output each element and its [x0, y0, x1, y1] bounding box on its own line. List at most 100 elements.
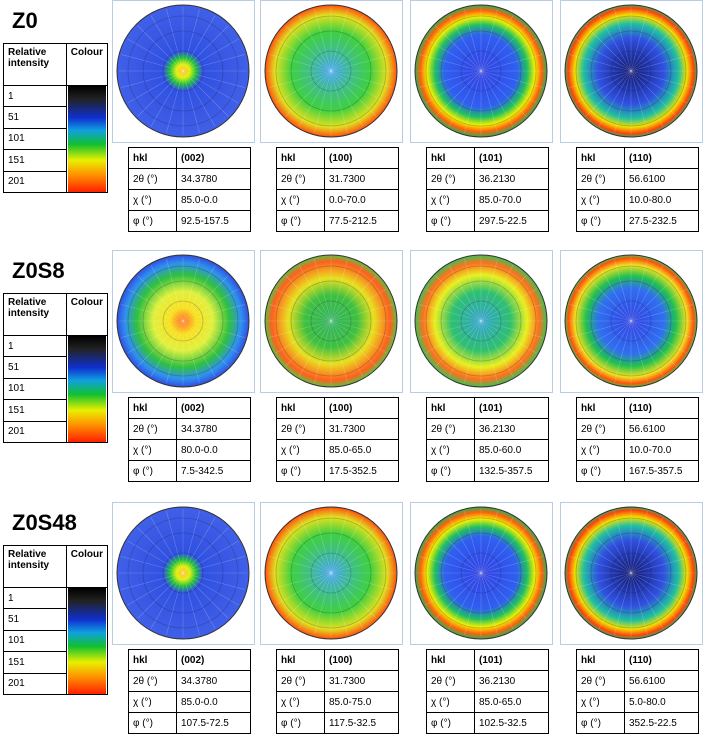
hkl-row: 2θ (°) 31.7300 — [276, 418, 399, 440]
intensity-level: 151 — [3, 399, 67, 422]
parameter-value: 85.0-70.0 — [474, 189, 549, 211]
parameter-name: hkl — [426, 147, 475, 169]
legend-heading: Relative intensity — [3, 545, 67, 588]
legend-table: Relative intensity Colour 1 51 101 151 201 — [3, 545, 109, 696]
parameter-value: 56.6100 — [624, 418, 699, 440]
hkl-row: hkl (110) — [576, 397, 699, 419]
parameter-name: φ (°) — [576, 460, 625, 482]
parameter-value: 31.7300 — [324, 670, 399, 692]
hkl-row: χ (°) 85.0-65.0 — [276, 439, 399, 461]
parameter-name: χ (°) — [426, 691, 475, 713]
colour-cell — [65, 335, 109, 443]
hkl-row: 2θ (°) 34.3780 — [128, 670, 251, 692]
parameter-name: φ (°) — [128, 460, 177, 482]
parameter-value: 36.2130 — [474, 168, 549, 190]
hkl-row: φ (°) 7.5-342.5 — [128, 460, 251, 482]
hkl-row: hkl (002) — [128, 147, 251, 169]
legend-header: Relative intensity Colour — [3, 293, 109, 336]
pole-figure — [260, 250, 403, 393]
pole-figure — [260, 502, 403, 645]
hkl-row: χ (°) 10.0-80.0 — [576, 189, 699, 211]
pole-figure — [410, 502, 553, 645]
hkl-row: φ (°) 352.5-22.5 — [576, 712, 699, 734]
parameter-value: (100) — [324, 397, 399, 419]
hkl-table: hkl (101) 2θ (°) 36.2130 χ (°) 85.0-60.0 φ (°)… — [426, 397, 549, 482]
hkl-row: 2θ (°) 34.3780 — [128, 418, 251, 440]
hkl-row: 2θ (°) 56.6100 — [576, 670, 699, 692]
hkl-row: 2θ (°) 56.6100 — [576, 168, 699, 190]
legend-row: 51 — [3, 356, 108, 379]
parameter-value: 36.2130 — [474, 670, 549, 692]
pole-figure-plot — [414, 254, 548, 388]
hkl-table: hkl (002) 2θ (°) 34.3780 χ (°) 85.0-0.0 φ (°) 1… — [128, 649, 251, 734]
intensity-level: 1 — [3, 84, 67, 108]
colour-cell — [65, 85, 109, 193]
intensity-level: 1 — [3, 586, 67, 610]
pole-figure — [112, 0, 255, 143]
hkl-row: χ (°) 5.0-80.0 — [576, 691, 699, 713]
pole-figure — [260, 0, 403, 143]
parameter-name: χ (°) — [128, 691, 177, 713]
parameter-name: χ (°) — [128, 189, 177, 211]
parameter-name: hkl — [128, 649, 177, 671]
pole-figure — [410, 250, 553, 393]
parameter-name: 2θ (°) — [576, 670, 625, 692]
hkl-row: χ (°) 85.0-0.0 — [128, 691, 251, 713]
intensity-level: 101 — [3, 377, 67, 401]
hkl-row: 2θ (°) 36.2130 — [426, 418, 549, 440]
parameter-value: 80.0-0.0 — [176, 439, 251, 461]
parameter-value: 132.5-357.5 — [474, 460, 549, 482]
parameter-value: 92.5-157.5 — [176, 210, 251, 232]
parameter-value: 34.3780 — [176, 670, 251, 692]
parameter-value: 85.0-60.0 — [474, 439, 549, 461]
parameter-value: 85.0-65.0 — [324, 439, 399, 461]
hkl-table: hkl (110) 2θ (°) 56.6100 χ (°) 10.0-70.0 φ (°)… — [576, 397, 699, 482]
hkl-row: hkl (100) — [276, 147, 399, 169]
parameter-value: (101) — [474, 649, 549, 671]
parameter-value: 34.3780 — [176, 168, 251, 190]
parameter-name: 2θ (°) — [276, 670, 325, 692]
parameter-name: φ (°) — [426, 712, 475, 734]
hkl-row: hkl (100) — [276, 397, 399, 419]
parameter-value: 0.0-70.0 — [324, 189, 399, 211]
parameter-name: 2θ (°) — [128, 418, 177, 440]
parameter-name: φ (°) — [276, 460, 325, 482]
intensity-level: 151 — [3, 149, 67, 172]
pole-figure — [112, 502, 255, 645]
intensity-level: 201 — [3, 420, 67, 444]
parameter-value: (110) — [624, 649, 699, 671]
hkl-row: 2θ (°) 31.7300 — [276, 670, 399, 692]
parameter-value: 102.5-32.5 — [474, 712, 549, 734]
parameter-value: (101) — [474, 147, 549, 169]
hkl-row: 2θ (°) 36.2130 — [426, 168, 549, 190]
parameter-name: χ (°) — [128, 439, 177, 461]
colour-bar — [67, 588, 106, 694]
hkl-table: hkl (002) 2θ (°) 34.3780 χ (°) 80.0-0.0 φ (°) 7… — [128, 397, 251, 482]
hkl-table: hkl (100) 2θ (°) 31.7300 χ (°) 0.0-70.0 φ (°) 7… — [276, 147, 399, 232]
legend-heading: Relative intensity — [3, 293, 67, 336]
parameter-name: χ (°) — [276, 189, 325, 211]
legend-row: 201 — [3, 170, 108, 194]
parameter-name: φ (°) — [128, 210, 177, 232]
parameter-name: 2θ (°) — [276, 418, 325, 440]
hkl-row: χ (°) 85.0-0.0 — [128, 189, 251, 211]
hkl-row: hkl (110) — [576, 649, 699, 671]
parameter-name: hkl — [426, 649, 475, 671]
hkl-row: χ (°) 85.0-75.0 — [276, 691, 399, 713]
parameter-value: 352.5-22.5 — [624, 712, 699, 734]
parameter-name: 2θ (°) — [426, 670, 475, 692]
parameter-value: 85.0-0.0 — [176, 189, 251, 211]
parameter-name: 2θ (°) — [128, 670, 177, 692]
parameter-value: 107.5-72.5 — [176, 712, 251, 734]
parameter-name: φ (°) — [128, 712, 177, 734]
hkl-row: 2θ (°) 36.2130 — [426, 670, 549, 692]
parameter-name: φ (°) — [576, 712, 625, 734]
pole-figure-plot — [414, 506, 548, 640]
hkl-row: 2θ (°) 34.3780 — [128, 168, 251, 190]
hkl-row: φ (°) 297.5-22.5 — [426, 210, 549, 232]
hkl-row: χ (°) 80.0-0.0 — [128, 439, 251, 461]
parameter-value: 56.6100 — [624, 168, 699, 190]
pole-figure-plot — [116, 506, 250, 640]
hkl-row: hkl (002) — [128, 397, 251, 419]
parameter-name: φ (°) — [276, 712, 325, 734]
